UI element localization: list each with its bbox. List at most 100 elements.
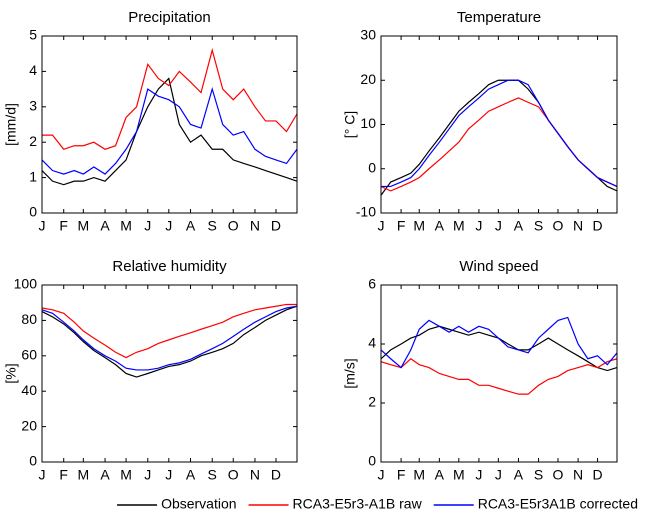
x-tick-label: J bbox=[475, 218, 482, 234]
series-line bbox=[41, 77, 298, 186]
x-tick-label: N bbox=[250, 467, 260, 483]
x-tick-label: J bbox=[165, 467, 172, 483]
y-tick-label: 0 bbox=[368, 159, 376, 175]
x-tick-label: A bbox=[100, 467, 110, 483]
x-tick-label: F bbox=[59, 218, 68, 234]
y-tick-label: 80 bbox=[21, 311, 37, 327]
y-tick-label: 20 bbox=[21, 417, 37, 433]
x-tick-label: S bbox=[534, 218, 543, 234]
x-tick-label: O bbox=[553, 467, 564, 483]
x-tick-label: M bbox=[77, 467, 89, 483]
x-tick-label: O bbox=[228, 218, 239, 234]
x-tick-label: M bbox=[120, 218, 132, 234]
y-tick-label: 100 bbox=[14, 276, 38, 292]
x-tick-label: A bbox=[435, 467, 445, 483]
y-tick-label: 60 bbox=[21, 347, 37, 363]
plot-frame bbox=[380, 35, 618, 214]
x-tick-label: N bbox=[250, 218, 260, 234]
legend: RCA3-E5r3A1B corrected RCA3-E5r3-A1B raw O… bbox=[117, 496, 638, 512]
y-tick-label: 3 bbox=[29, 98, 37, 114]
y-tick-label: 4 bbox=[368, 335, 376, 351]
x-tick-label: J bbox=[144, 218, 151, 234]
x-tick-label: O bbox=[553, 218, 564, 234]
x-tick-label: D bbox=[592, 467, 602, 483]
series-line bbox=[41, 305, 298, 378]
series-line bbox=[42, 47, 298, 150]
y-tick-label: -10 bbox=[356, 204, 376, 220]
plot-frame bbox=[41, 35, 298, 214]
series-line bbox=[41, 86, 298, 175]
x-tick-label: J bbox=[475, 467, 482, 483]
x-tick-label: A bbox=[100, 218, 110, 234]
x-tick-label: A bbox=[514, 218, 524, 234]
subplot-title: Relative humidity bbox=[112, 258, 227, 275]
x-tick-label: A bbox=[435, 218, 445, 234]
subplot-title: Temperature bbox=[457, 9, 541, 26]
legend-label: RCA3-E5r3-A1B raw bbox=[293, 496, 423, 512]
x-tick-label: S bbox=[208, 467, 217, 483]
series-line bbox=[41, 303, 297, 359]
x-tick-label: J bbox=[144, 467, 151, 483]
x-tick-label: D bbox=[271, 467, 281, 483]
x-tick-label: M bbox=[453, 218, 465, 234]
y-tick-label: 40 bbox=[21, 382, 37, 398]
plot-frame bbox=[380, 284, 618, 463]
legend-label: RCA3-E5r3A1B corrected bbox=[478, 496, 638, 512]
series-line bbox=[380, 316, 618, 369]
y-tick-label: 1 bbox=[29, 168, 37, 184]
y-tick-label: 10 bbox=[360, 115, 376, 131]
x-tick-label: S bbox=[534, 467, 543, 483]
legend-label: Observation bbox=[161, 496, 236, 512]
y-tick-label: 2 bbox=[368, 394, 376, 410]
x-tick-label: J bbox=[495, 218, 502, 234]
y-tick-label: 30 bbox=[360, 27, 376, 43]
x-tick-label: F bbox=[397, 467, 406, 483]
x-tick-label: O bbox=[228, 467, 239, 483]
x-tick-label: N bbox=[573, 218, 583, 234]
series-line bbox=[380, 357, 618, 395]
series-line bbox=[381, 79, 618, 188]
y-tick-label: 0 bbox=[29, 204, 37, 220]
y-tick-label: 2 bbox=[29, 133, 37, 149]
x-tick-label: D bbox=[271, 218, 281, 234]
x-tick-label: J bbox=[378, 467, 385, 483]
x-tick-label: M bbox=[120, 467, 132, 483]
x-tick-label: D bbox=[592, 218, 602, 234]
x-tick-label: M bbox=[453, 467, 465, 483]
series-line bbox=[380, 79, 618, 196]
x-tick-label: A bbox=[186, 467, 196, 483]
x-tick-label: J bbox=[495, 467, 502, 483]
x-tick-label: M bbox=[77, 218, 89, 234]
x-tick-label: M bbox=[413, 467, 425, 483]
y-axis-label: [mm/d] bbox=[3, 103, 19, 146]
y-tick-label: 0 bbox=[368, 453, 376, 469]
x-tick-label: F bbox=[397, 218, 406, 234]
y-tick-label: 20 bbox=[360, 71, 376, 87]
x-tick-label: M bbox=[413, 218, 425, 234]
y-axis-label: [° C] bbox=[342, 111, 358, 138]
y-tick-label: 6 bbox=[368, 276, 376, 292]
x-tick-label: F bbox=[59, 467, 68, 483]
subplot-title: Precipitation bbox=[128, 9, 211, 26]
x-tick-label: J bbox=[378, 218, 385, 234]
subplot-title: Wind speed bbox=[459, 258, 538, 275]
y-tick-label: 0 bbox=[29, 453, 37, 469]
y-axis-label: [%] bbox=[3, 363, 19, 383]
x-tick-label: A bbox=[514, 467, 524, 483]
x-tick-label: N bbox=[573, 467, 583, 483]
x-tick-label: A bbox=[186, 218, 196, 234]
series-line bbox=[41, 305, 298, 371]
y-tick-label: 5 bbox=[29, 27, 37, 43]
y-tick-label: 4 bbox=[29, 62, 37, 78]
y-axis-label: [m/s] bbox=[342, 358, 358, 388]
plot-frame bbox=[41, 284, 298, 463]
x-tick-label: S bbox=[208, 218, 217, 234]
x-tick-label: J bbox=[39, 467, 46, 483]
series-line bbox=[380, 97, 618, 192]
x-tick-label: J bbox=[39, 218, 46, 234]
